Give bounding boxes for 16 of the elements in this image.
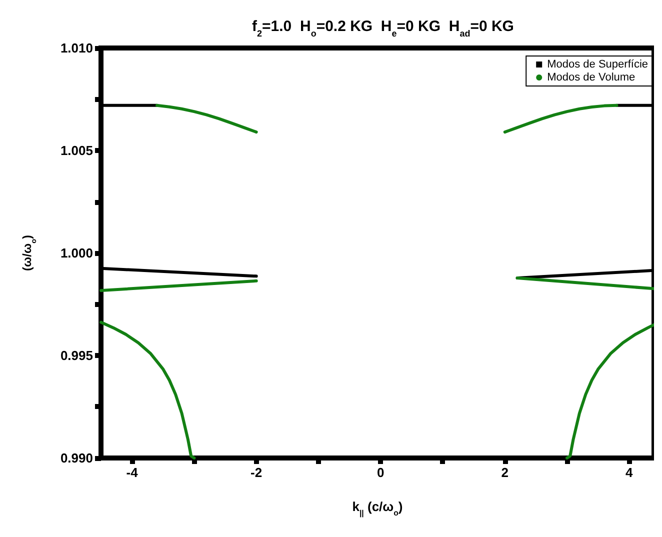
y-tick-label: 1.005 <box>60 143 93 158</box>
legend-label: Modos de Superfície <box>547 58 648 70</box>
x-tick-label: 2 <box>501 465 508 480</box>
line-series <box>100 320 196 460</box>
text: 0.990 <box>60 450 93 466</box>
y-tick-label: 0.995 <box>60 348 93 363</box>
x-tick-label: 4 <box>626 465 634 480</box>
text: 1.000 <box>60 246 93 260</box>
line-series <box>566 323 654 460</box>
legend-label: Modos de Volume <box>547 72 636 84</box>
line-series <box>503 104 618 134</box>
text: 1.010 <box>60 40 93 56</box>
x-tick-label: 0 <box>376 465 384 480</box>
line-series <box>155 104 258 134</box>
x-tick-label: -4 <box>126 465 139 480</box>
x-tick-label: -2 <box>250 465 262 480</box>
